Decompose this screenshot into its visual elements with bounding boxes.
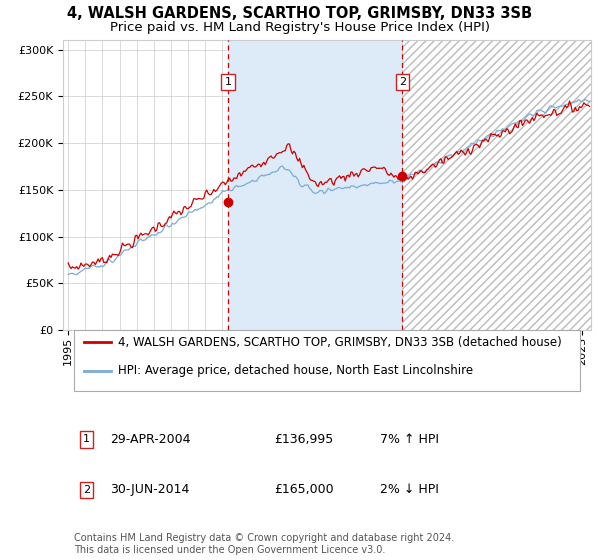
Text: £165,000: £165,000 xyxy=(274,483,334,496)
Text: 4, WALSH GARDENS, SCARTHO TOP, GRIMSBY, DN33 3SB (detached house): 4, WALSH GARDENS, SCARTHO TOP, GRIMSBY, … xyxy=(118,335,562,349)
Bar xyxy=(228,40,403,330)
Text: 1: 1 xyxy=(83,435,90,445)
Text: Price paid vs. HM Land Registry's House Price Index (HPI): Price paid vs. HM Land Registry's House … xyxy=(110,21,490,34)
Text: 29-APR-2004: 29-APR-2004 xyxy=(110,433,191,446)
Bar xyxy=(403,40,591,330)
Text: 1: 1 xyxy=(224,77,232,87)
Text: £136,995: £136,995 xyxy=(274,433,334,446)
Text: 2: 2 xyxy=(83,485,91,495)
Text: 30-JUN-2014: 30-JUN-2014 xyxy=(110,483,190,496)
Text: HPI: Average price, detached house, North East Lincolnshire: HPI: Average price, detached house, Nort… xyxy=(118,364,473,377)
Bar xyxy=(403,40,591,330)
Text: Contains HM Land Registry data © Crown copyright and database right 2024.
This d: Contains HM Land Registry data © Crown c… xyxy=(74,534,454,555)
Text: 2% ↓ HPI: 2% ↓ HPI xyxy=(380,483,439,496)
Text: 7% ↑ HPI: 7% ↑ HPI xyxy=(380,433,439,446)
Text: 2: 2 xyxy=(399,77,406,87)
Text: 4, WALSH GARDENS, SCARTHO TOP, GRIMSBY, DN33 3SB: 4, WALSH GARDENS, SCARTHO TOP, GRIMSBY, … xyxy=(67,6,533,21)
